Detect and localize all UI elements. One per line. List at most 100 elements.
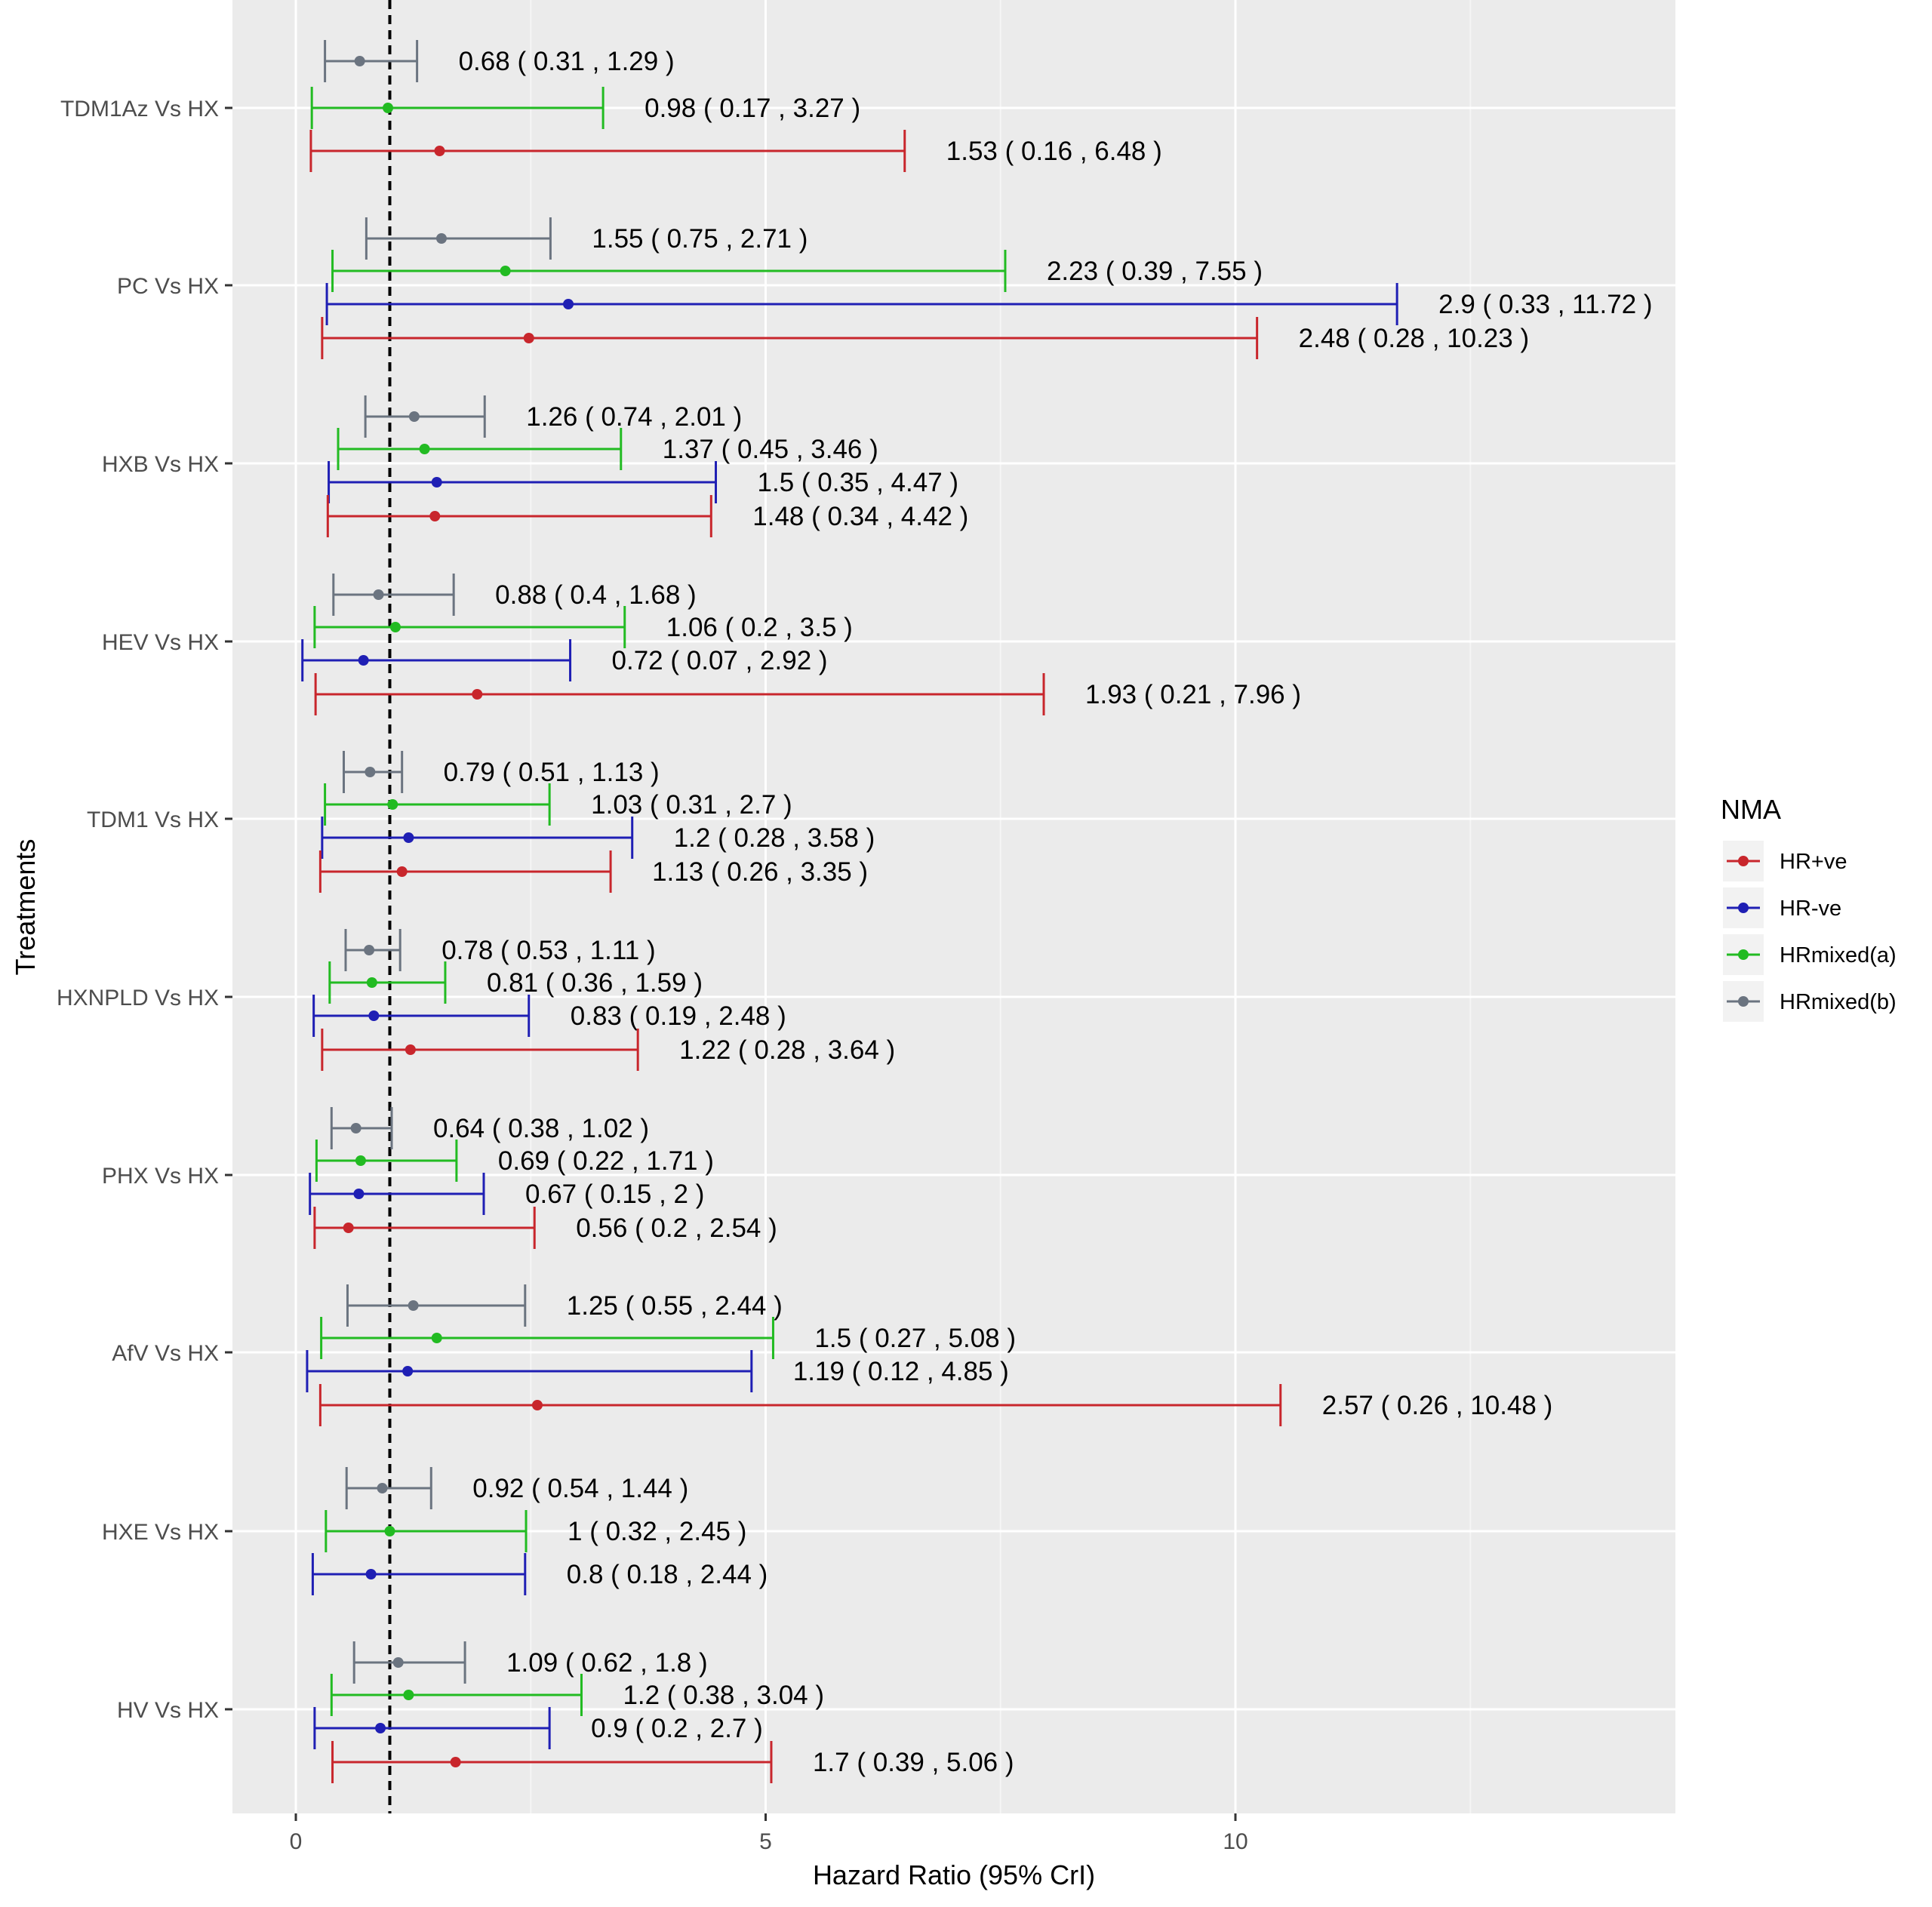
point-estimate [366,977,377,988]
point-estimate [408,1300,419,1311]
legend: NMA HR+ve HR-ve HRmixed(a) HRmixed(b) [1721,794,1897,1022]
point-estimate [343,1223,354,1233]
estimate-HRmixed(a): 0.81 ( 0.36 , 1.59 ) [328,961,703,1004]
estimate-label: 0.98 ( 0.17 , 3.27 ) [645,94,860,123]
estimate-HRmixed(b): 1.26 ( 0.74 , 2.01 ) [364,395,742,438]
estimate-label: 1.22 ( 0.28 , 3.64 ) [679,1035,895,1065]
point-estimate [365,767,376,777]
y-axis-ticks: TDM1Az Vs HX PC Vs HX HXB Vs HX HEV Vs HX TD… [57,97,232,1723]
point-estimate [353,1189,365,1199]
x-tick-label: 10 [1223,1829,1247,1854]
y-axis-title: Treatments [10,839,41,976]
estimate-label: 1.09 ( 0.62 , 1.8 ) [506,1648,708,1678]
point-estimate [472,689,483,700]
estimate-label: 1.53 ( 0.16 , 6.48 ) [946,137,1162,166]
y-tick-label: TDM1Az Vs HX [60,97,219,121]
estimate-HR-ve: 1.19 ( 0.12 , 4.85 ) [306,1350,1009,1392]
estimate-label: 0.79 ( 0.51 , 1.13 ) [444,758,660,787]
estimate-label: 0.8 ( 0.18 , 2.44 ) [567,1560,768,1589]
estimate-HRmixed(a): 1.5 ( 0.27 , 5.08 ) [320,1317,1016,1359]
legend-key-point [1738,949,1749,960]
estimate-HRmixed(b): 0.92 ( 0.54 , 1.44 ) [345,1467,688,1509]
point-estimate [531,1400,543,1410]
point-estimate [373,589,384,600]
y-tick-label: PHX Vs HX [102,1164,219,1189]
point-estimate [364,945,375,955]
legend-key-point [1738,856,1749,866]
estimate-HRmixed(b): 1.55 ( 0.75 , 2.71 ) [365,217,808,260]
point-estimate [350,1123,361,1133]
estimate-label: 1.03 ( 0.31 , 2.7 ) [591,790,792,820]
estimate-HR+ve: 1.48 ( 0.34 , 4.42 ) [326,495,968,537]
legend-key-point [1738,903,1749,913]
chart-marks: 0.68 ( 0.31 , 1.29 ) 0.98 ( 0.17 , 3.27 )… [301,40,1653,1783]
legend-item-HR-ve: HR-ve [1723,887,1841,928]
legend-item-HRmixed(a): HRmixed(a) [1723,934,1897,975]
estimate-label: 0.78 ( 0.53 , 1.11 ) [441,936,655,965]
estimate-label: 2.23 ( 0.39 , 7.55 ) [1047,257,1263,286]
estimate-HRmixed(b): 1.09 ( 0.62 , 1.8 ) [352,1641,708,1684]
estimate-label: 1.26 ( 0.74 , 2.01 ) [526,402,742,432]
estimate-HRmixed(a): 1.37 ( 0.45 , 3.46 ) [337,428,878,470]
estimate-HRmixed(b): 0.88 ( 0.4 , 1.68 ) [332,574,697,616]
estimate-label: 0.9 ( 0.2 , 2.7 ) [591,1714,763,1743]
estimate-label: 1.93 ( 0.21 , 7.96 ) [1085,680,1301,709]
y-tick-label: HXE Vs HX [102,1520,219,1545]
estimate-label: 1.7 ( 0.39 , 5.06 ) [813,1748,1014,1777]
estimate-HRmixed(a): 0.98 ( 0.17 , 3.27 ) [310,87,860,129]
point-estimate [377,1483,388,1493]
grid-major [232,0,1675,1813]
x-axis-title: Hazard Ratio (95% CrI) [813,1859,1095,1890]
point-estimate [384,1526,395,1536]
point-estimate [368,1010,380,1021]
legend-title: NMA [1721,794,1781,825]
point-estimate [389,622,401,632]
point-estimate [392,1657,404,1668]
x-tick-label: 5 [759,1829,772,1854]
estimate-label: 1.48 ( 0.34 , 4.42 ) [752,502,968,531]
estimate-HR+ve: 1.53 ( 0.16 , 6.48 ) [309,130,1162,172]
point-estimate [431,1333,442,1343]
estimate-label: 0.56 ( 0.2 , 2.54 ) [576,1213,777,1243]
estimate-label: 0.72 ( 0.07 , 2.92 ) [612,646,828,675]
x-axis-ticks: 0 5 10 [290,1813,1248,1854]
point-estimate [405,1044,416,1055]
estimate-HR+ve: 2.57 ( 0.26 , 10.48 ) [318,1384,1552,1426]
y-tick-label: HV Vs HX [117,1698,219,1723]
point-estimate [450,1757,461,1767]
estimate-label: 1.2 ( 0.38 , 3.04 ) [623,1681,824,1710]
estimate-HR+ve: 1.93 ( 0.21 , 7.96 ) [314,673,1301,715]
point-estimate [354,56,365,66]
estimate-HR-ve: 2.9 ( 0.33 , 11.72 ) [325,283,1653,325]
y-tick-label: TDM1 Vs HX [87,807,219,832]
estimate-HRmixed(b): 0.79 ( 0.51 , 1.13 ) [342,751,660,793]
point-estimate [387,799,398,810]
estimate-label: 1.06 ( 0.2 , 3.5 ) [666,613,853,642]
point-estimate [402,1366,414,1376]
estimate-HRmixed(a): 1 ( 0.32 , 2.45 ) [325,1510,746,1552]
estimate-label: 1.37 ( 0.45 , 3.46 ) [663,435,878,464]
y-tick-label: HXB Vs HX [102,452,219,477]
legend-label: HRmixed(b) [1780,990,1897,1014]
estimate-label: 0.67 ( 0.15 , 2 ) [525,1180,704,1209]
point-estimate [431,477,442,488]
point-estimate [434,146,445,156]
estimate-label: 2.9 ( 0.33 , 11.72 ) [1438,290,1652,319]
estimate-HRmixed(a): 1.06 ( 0.2 , 3.5 ) [313,606,853,648]
point-estimate [383,103,394,113]
legend-label: HR-ve [1780,897,1841,921]
point-estimate [375,1723,386,1733]
legend-item-HRmixed(b): HRmixed(b) [1723,981,1897,1022]
point-estimate [563,299,574,309]
estimate-HR-ve: 0.9 ( 0.2 , 2.7 ) [313,1707,763,1749]
y-tick-label: HEV Vs HX [102,630,219,655]
estimate-label: 0.83 ( 0.19 , 2.48 ) [571,1001,786,1031]
estimate-label: 0.68 ( 0.31 , 1.29 ) [459,47,675,76]
point-estimate [408,411,420,422]
estimate-label: 1.25 ( 0.55 , 2.44 ) [567,1291,783,1321]
point-estimate [396,866,408,877]
estimate-label: 1.5 ( 0.35 , 4.47 ) [758,468,959,497]
estimate-HR-ve: 0.8 ( 0.18 , 2.44 ) [311,1553,768,1595]
point-estimate [500,266,511,276]
